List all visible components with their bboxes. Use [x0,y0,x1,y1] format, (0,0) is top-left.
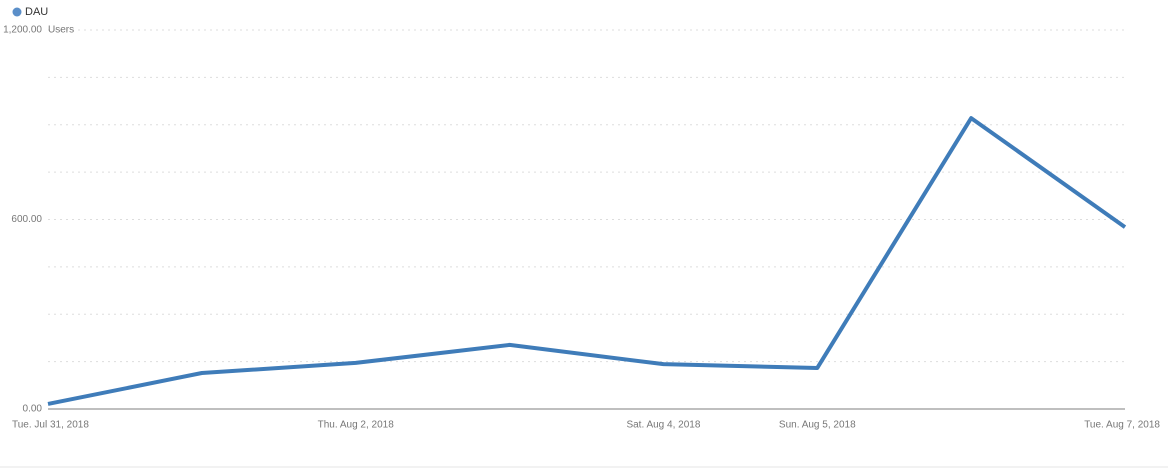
x-tick-label: Thu. Aug 2, 2018 [318,420,395,431]
x-tick-label: Sun. Aug 5, 2018 [779,420,856,431]
data-line [47,116,1127,406]
legend-label: DAU [25,6,48,18]
y-tick-label: 0.00 [23,404,43,415]
y-axis-label: Users [48,25,74,36]
x-tick-label: Sat. Aug 4, 2018 [626,420,700,431]
x-tick-label: Tue. Jul 31, 2018 [12,420,89,431]
legend-marker [12,7,22,17]
y-tick-label: 600.00 [11,214,42,225]
x-tick-label: Tue. Aug 7, 2018 [1084,420,1160,431]
y-tick-label: 1,200.00 [3,25,42,36]
